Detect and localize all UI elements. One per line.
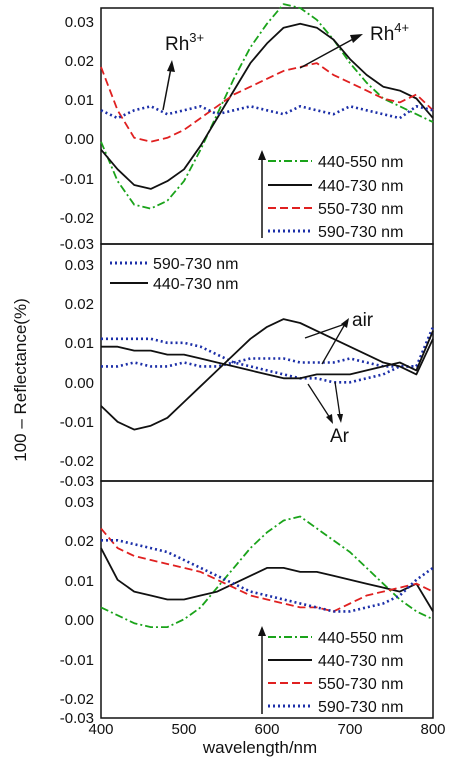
annotation-rh4: Rh4+ <box>299 20 409 69</box>
arrow-head-icon <box>258 150 266 160</box>
legend-label: 550-730 nm <box>318 676 403 693</box>
x-tick-labels: 400 500 600 700 800 <box>88 721 445 738</box>
y-tick-label: -0.02 <box>60 210 94 227</box>
series-group-top <box>100 3 434 210</box>
y-tick-label: 0.01 <box>65 92 94 109</box>
legend-label: 440-550 nm <box>318 154 403 171</box>
series-line <box>100 3 434 210</box>
legend-bottom: 440-550 nm 440-730 nm 550-730 nm 590-730… <box>258 626 403 716</box>
arrow-head-icon <box>326 414 333 424</box>
arrow-icon <box>321 323 346 365</box>
arrow-icon <box>304 323 346 339</box>
x-tick-label: 600 <box>254 721 279 738</box>
y-tick-label: 0.02 <box>65 53 94 70</box>
y-axis-label: 100 – Reflectance(%) <box>11 298 30 461</box>
arrow-icon <box>162 67 172 111</box>
series-line <box>101 326 435 368</box>
legend-middle: 590-730 nm 440-730 nm <box>110 256 238 293</box>
legend-label: 440-730 nm <box>318 653 403 670</box>
x-tick-label: 700 <box>337 721 362 738</box>
legend-label: 440-730 nm <box>153 276 238 293</box>
arrow-head-icon <box>258 626 266 636</box>
y-tick-label: -0.01 <box>60 414 94 431</box>
series-line <box>100 22 434 190</box>
annotation-rh3-label: Rh3+ <box>165 30 204 55</box>
legend-label: 440-730 nm <box>318 178 403 195</box>
legend-label: 590-730 nm <box>318 224 403 241</box>
y-tick-label: 0.01 <box>65 335 94 352</box>
x-tick-label: 400 <box>88 721 113 738</box>
arrow-head-icon <box>341 318 349 328</box>
series-line <box>101 330 435 384</box>
series-line <box>101 538 434 613</box>
y-tick-labels-bottom: 0.03 0.02 0.01 0.00 -0.01 -0.02 -0.03 <box>60 494 94 727</box>
arrow-head-icon <box>167 60 175 72</box>
arrow-icon <box>334 381 341 417</box>
annotation-rh4-label: Rh4+ <box>370 20 409 45</box>
annotation-ar: Ar <box>307 381 350 447</box>
y-tick-label: 0.01 <box>65 573 94 590</box>
y-tick-label: 0.00 <box>65 375 94 392</box>
series-line <box>100 515 434 628</box>
y-tick-label: -0.03 <box>60 473 94 490</box>
y-tick-label: 0.00 <box>65 612 94 629</box>
x-tick-label: 500 <box>171 721 196 738</box>
series-line <box>100 62 434 143</box>
y-tick-label: 0.03 <box>65 14 94 31</box>
y-tick-label: -0.03 <box>60 236 94 253</box>
y-tick-label: -0.01 <box>60 171 94 188</box>
series-group-bottom <box>100 515 434 628</box>
y-tick-label: 0.03 <box>65 494 94 511</box>
annotation-rh3: Rh3+ <box>162 30 204 111</box>
series-line <box>100 105 434 120</box>
y-tick-label: 0.03 <box>65 257 94 274</box>
legend-label: 550-730 nm <box>318 201 403 218</box>
arrow-icon <box>299 37 356 69</box>
legend-label: 590-730 nm <box>153 256 238 273</box>
arrow-head-icon <box>337 414 343 423</box>
y-tick-label: 0.02 <box>65 533 94 550</box>
annotation-air: air <box>304 310 374 365</box>
y-tick-labels-middle: 0.03 0.02 0.01 0.00 -0.01 -0.02 -0.03 <box>60 257 94 490</box>
annotation-air-label: air <box>352 310 374 331</box>
x-axis-label: wavelength/nm <box>202 738 317 757</box>
series-group-middle <box>100 318 435 431</box>
panel-frame-bottom <box>100 480 434 719</box>
y-tick-label: -0.03 <box>60 710 94 727</box>
series-line <box>101 330 434 380</box>
y-tick-label: -0.02 <box>60 691 94 708</box>
y-tick-label: 0.00 <box>65 131 94 148</box>
series-line <box>100 318 434 431</box>
series-line <box>100 527 434 613</box>
y-tick-label: -0.02 <box>60 453 94 470</box>
y-tick-label: -0.01 <box>60 652 94 669</box>
legend-label: 440-550 nm <box>318 630 403 647</box>
series-line <box>100 547 434 612</box>
x-tick-label: 800 <box>420 721 445 738</box>
y-tick-label: 0.02 <box>65 296 94 313</box>
arrow-head-icon <box>350 34 363 43</box>
y-tick-labels-top: 0.03 0.02 0.01 0.00 -0.01 -0.02 -0.03 <box>60 14 94 253</box>
arrow-icon <box>307 383 331 419</box>
legend-label: 590-730 nm <box>318 699 403 716</box>
annotation-ar-label: Ar <box>330 426 350 447</box>
legend-top: 440-550 nm 440-730 nm 550-730 nm 590-730… <box>258 150 403 241</box>
